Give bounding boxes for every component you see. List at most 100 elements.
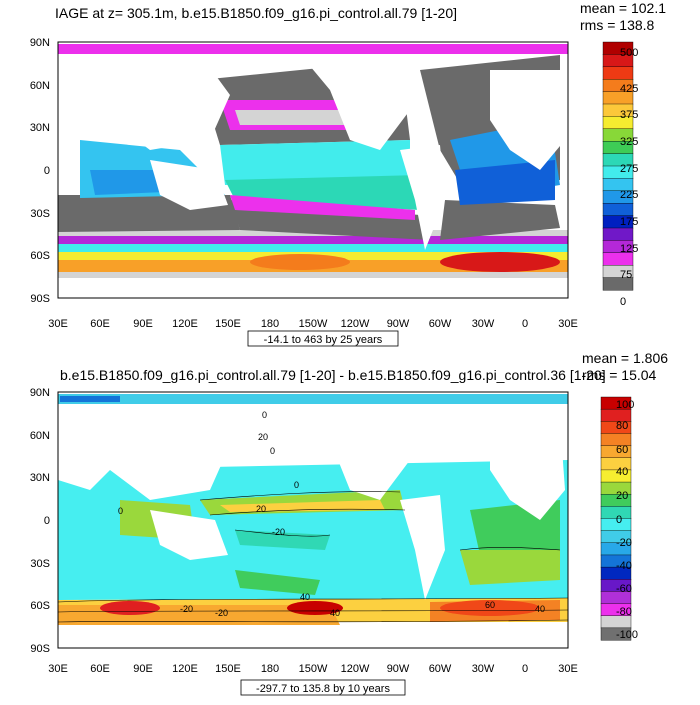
difference-map-field (58, 392, 568, 648)
iage-difference-figure: b.e15.B1850.f09_g16.pi_control.all.79 [1… (30, 350, 668, 696)
lat-label-90s: 90S (30, 293, 50, 305)
lat-label-30s: 30S (30, 208, 50, 220)
lon-label: 120W (341, 663, 370, 675)
lon-label: 60W (429, 318, 452, 330)
cbar-label: 100 (616, 399, 634, 411)
cbar-label: 325 (620, 136, 638, 148)
iage-colorbar (602, 41, 634, 291)
lon-label: 90W (387, 663, 410, 675)
lat-label-0: 0 (44, 515, 50, 527)
cbar-label: -100 (616, 629, 638, 641)
cbar-label: 40 (616, 466, 628, 478)
iage-map-figure: IAGE at z= 305.1m, b.e15.B1850.f09_g16.p… (30, 0, 666, 347)
lon-label: 60W (429, 663, 452, 675)
lon-label: 180 (261, 663, 279, 675)
contour-label: 0 (270, 446, 275, 456)
cbar-label: -40 (616, 560, 632, 572)
lon-label: 0 (522, 318, 528, 330)
cbar-label: 275 (620, 163, 638, 175)
cbar-label: -20 (616, 537, 632, 549)
colorbar-swatch (602, 202, 634, 217)
lat-label-60s: 60S (30, 600, 50, 612)
lon-label: 180 (261, 318, 279, 330)
lon-label: 90W (387, 318, 410, 330)
lon-label: 120W (341, 318, 370, 330)
cbar-label: 225 (620, 189, 638, 201)
lon-label: 30W (472, 663, 495, 675)
iage-rms-stat: rms = 138.8 (580, 17, 655, 33)
iage-difference-panel: b.e15.B1850.f09_g16.pi_control.all.79 [1… (0, 350, 700, 700)
lon-label: 0 (522, 663, 528, 675)
lat-label-90n: 90N (30, 387, 50, 399)
colorbar-swatch (602, 66, 634, 80)
difference-rms-stat: rms = 15.04 (582, 367, 657, 383)
iage-lon-axis: 30E 60E 90E 120E 150E 180 150W 120W 90W … (48, 318, 578, 330)
contour-label: -20 (215, 608, 228, 618)
lat-label-60s: 60S (30, 250, 50, 262)
difference-mean-stat: mean = 1.806 (582, 350, 668, 366)
colorbar-swatch (602, 227, 634, 241)
lon-label: 90E (133, 318, 153, 330)
cbar-label: 80 (616, 420, 628, 432)
cbar-label: 375 (620, 109, 638, 121)
iage-map-frame (57, 41, 569, 299)
contour-label: 40 (535, 604, 545, 614)
lon-label: 30E (48, 318, 68, 330)
iage-map-title: IAGE at z= 305.1m, b.e15.B1850.f09_g16.p… (55, 5, 457, 21)
cbar-label: 175 (620, 216, 638, 228)
lat-label-90n: 90N (30, 37, 50, 49)
lat-label-0: 0 (44, 165, 50, 177)
contour-label: 20 (256, 504, 266, 514)
lon-label: 150W (299, 318, 328, 330)
difference-lat-axis: 90N 60N 30N 0 30S 60S 90S (30, 387, 50, 655)
cbar-label: -80 (616, 606, 632, 618)
cbar-label: 425 (620, 83, 638, 95)
contour-label: 40 (300, 592, 310, 602)
iage-map-panel: IAGE at z= 305.1m, b.e15.B1850.f09_g16.p… (0, 0, 700, 350)
difference-colorbar-labels: 100 80 60 40 20 0 -20 -40 -60 -80 -100 (616, 399, 638, 641)
lon-label: 30E (48, 663, 68, 675)
lon-label: 120E (172, 663, 198, 675)
difference-map-frame (57, 391, 569, 649)
lat-label-30n: 30N (30, 472, 50, 484)
contour-label: -20 (180, 604, 193, 614)
contour-labels: 0 20 0 0 20 0 -20 40 40 60 40 -20 -20 (118, 410, 545, 618)
lon-label: 150E (215, 663, 241, 675)
iage-colorbar-labels: 500 425 375 325 275 225 175 125 75 0 (620, 47, 638, 308)
cbar-label: 0 (616, 514, 622, 526)
lon-label: 60E (90, 663, 110, 675)
cbar-label: 500 (620, 47, 638, 59)
lat-label-30n: 30N (30, 122, 50, 134)
contour-label: 0 (294, 480, 299, 490)
cbar-label: 20 (616, 490, 628, 502)
cbar-label: 125 (620, 243, 638, 255)
lon-label: 30E (558, 663, 578, 675)
contour-label: 0 (118, 506, 123, 516)
lon-label: 60E (90, 318, 110, 330)
lon-label: 30W (472, 318, 495, 330)
iage-range-box (247, 330, 399, 347)
cbar-label: 0 (620, 296, 626, 308)
lat-label-60n: 60N (30, 80, 50, 92)
contour-label: 40 (330, 608, 340, 618)
contour-label: 60 (485, 600, 495, 610)
iage-range-label: -14.1 to 463 by 25 years (264, 334, 383, 346)
lon-label: 150E (215, 318, 241, 330)
difference-lon-axis: 30E 60E 90E 120E 150E 180 150W 120W 90W … (48, 663, 578, 675)
lon-label: 150W (299, 663, 328, 675)
contour-label: 20 (258, 432, 268, 442)
iage-map-field (58, 42, 568, 298)
colorbar-swatch (600, 627, 632, 641)
lat-label-60n: 60N (30, 430, 50, 442)
cbar-label: -60 (616, 583, 632, 595)
lon-label: 120E (172, 318, 198, 330)
difference-map-title: b.e15.B1850.f09_g16.pi_control.all.79 [1… (60, 367, 606, 383)
difference-range-box (240, 679, 406, 696)
lon-label: 30E (558, 318, 578, 330)
lat-label-30s: 30S (30, 558, 50, 570)
contour-label: 0 (262, 410, 267, 420)
cbar-label: 75 (620, 269, 632, 281)
iage-lat-axis: 90N 60N 30N 0 30S 60S 90S (30, 37, 50, 305)
lat-label-90s: 90S (30, 643, 50, 655)
iage-mean-stat: mean = 102.1 (580, 0, 666, 16)
